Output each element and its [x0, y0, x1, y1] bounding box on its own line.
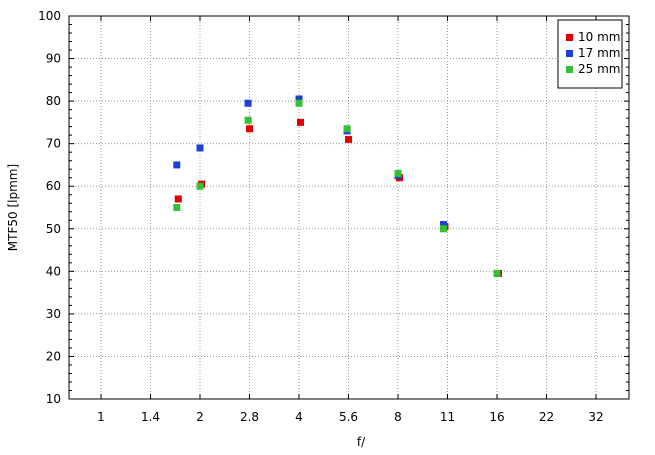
legend-label: 17 mm: [578, 46, 620, 60]
x-tick-label: 16: [489, 410, 504, 424]
x-tick-label: 11: [440, 410, 455, 424]
plot-area-frame: [68, 15, 630, 400]
x-axis-ticks: 1 1.4 2 2.8 4 5.6 8 11 16 22 32: [97, 16, 604, 424]
data-point-17-mm: [196, 144, 204, 152]
legend: 10 mm 17 mm 25 mm: [557, 19, 623, 89]
data-point-25-mm: [439, 225, 447, 233]
y-tick-label: 90: [46, 52, 61, 66]
data-point-17-mm: [173, 161, 181, 169]
y-tick-label: 20: [46, 349, 61, 363]
x-tick-label: 1.4: [141, 410, 160, 424]
legend-marker: [566, 50, 573, 57]
grid-lines: [69, 16, 629, 399]
x-tick-label: 2.8: [240, 410, 259, 424]
data-point-10-mm: [246, 125, 254, 133]
data-points: [173, 95, 502, 277]
x-tick-label: 5.6: [339, 410, 358, 424]
data-point-25-mm: [244, 116, 252, 124]
y-axis-ticks: 10 20 30 40 50 60 70 80 90 100: [38, 9, 629, 406]
y-axis-title: MTF50 [lpmm]: [6, 164, 20, 251]
legend-items: 10 mm 17 mm 25 mm: [566, 30, 620, 76]
data-point-25-mm: [343, 125, 351, 133]
data-point-17-mm: [244, 99, 252, 107]
data-point-10-mm: [174, 195, 182, 203]
data-point-17-mm: [439, 221, 447, 229]
y-tick-label: 70: [46, 137, 61, 151]
legend-marker: [566, 34, 573, 41]
x-tick-label: 8: [394, 410, 402, 424]
data-point-25-mm: [394, 169, 402, 177]
legend-label: 10 mm: [578, 30, 620, 44]
y-tick-label: 80: [46, 94, 61, 108]
data-point-25-mm: [196, 182, 204, 190]
y-tick-label: 50: [46, 222, 61, 236]
y-tick-label: 30: [46, 307, 61, 321]
data-point-17-mm: [295, 95, 303, 103]
x-tick-label: 1: [97, 410, 105, 424]
legend-label: 25 mm: [578, 62, 620, 76]
data-point-10-mm: [297, 118, 304, 126]
y-tick-label: 100: [38, 9, 61, 23]
data-point-25-mm: [173, 204, 181, 211]
data-point-10-mm: [345, 135, 353, 143]
y-tick-label: 40: [46, 264, 61, 278]
data-point-25-mm: [493, 269, 501, 277]
x-axis-title: f/: [357, 435, 366, 449]
y-tick-label: 60: [46, 179, 61, 193]
x-tick-label: 2: [196, 410, 204, 424]
x-tick-label: 22: [539, 410, 554, 424]
legend-marker: [566, 66, 573, 73]
data-point-25-mm: [295, 99, 303, 107]
x-tick-label: 4: [295, 410, 303, 424]
x-tick-label: 32: [588, 410, 603, 424]
y-tick-label: 10: [46, 392, 61, 406]
